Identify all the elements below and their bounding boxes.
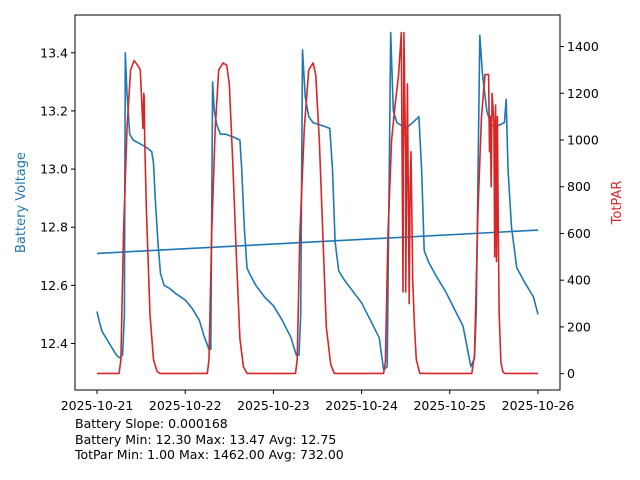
right-tick-label: 600	[567, 226, 591, 241]
plot-frame	[74, 14, 561, 391]
series-totpar	[97, 31, 538, 375]
battery-slope-text: Battery Slope: 0.000168	[75, 416, 228, 431]
battery-stats-text: Battery Min: 12.30 Max: 13.47 Avg: 12.75	[75, 431, 337, 447]
x-tick-label: 2025-10-24	[325, 398, 398, 413]
x-tick-label: 2025-10-25	[413, 398, 486, 413]
left-tick-label: 12.4	[40, 336, 68, 351]
right-tick-label: 0	[567, 366, 575, 381]
stats-block: Battery Slope: 0.000168 Battery Min: 12.…	[75, 416, 344, 463]
right-tick-label: 800	[567, 179, 591, 194]
x-tick-label: 2025-10-22	[149, 398, 222, 413]
right-tick-label: 1200	[567, 86, 599, 101]
totpar-stats-text: TotPar Min: 1.00 Max: 1462.00 Avg: 732.0…	[75, 447, 344, 462]
x-tick-label: 2025-10-21	[61, 398, 134, 413]
left-tick-label: 12.6	[40, 278, 68, 293]
left-tick-label: 13.0	[40, 162, 68, 177]
left-tick-label: 13.4	[40, 45, 68, 60]
right-tick-label: 200	[567, 319, 591, 334]
right-tick-label: 1400	[567, 39, 599, 54]
x-tick-label: 2025-10-26	[502, 398, 575, 413]
right-tick-label: 1000	[567, 133, 599, 148]
series-battery-voltage	[96, 31, 539, 371]
left-tick-label: 12.8	[40, 220, 68, 235]
right-axis-label: TotPAR	[610, 181, 625, 226]
left-tick-label: 13.2	[40, 103, 68, 118]
left-axis-label: Battery Voltage	[14, 152, 29, 253]
series-battery-trend	[96, 229, 539, 255]
x-tick-label: 2025-10-23	[237, 398, 310, 413]
right-tick-label: 400	[567, 273, 591, 288]
